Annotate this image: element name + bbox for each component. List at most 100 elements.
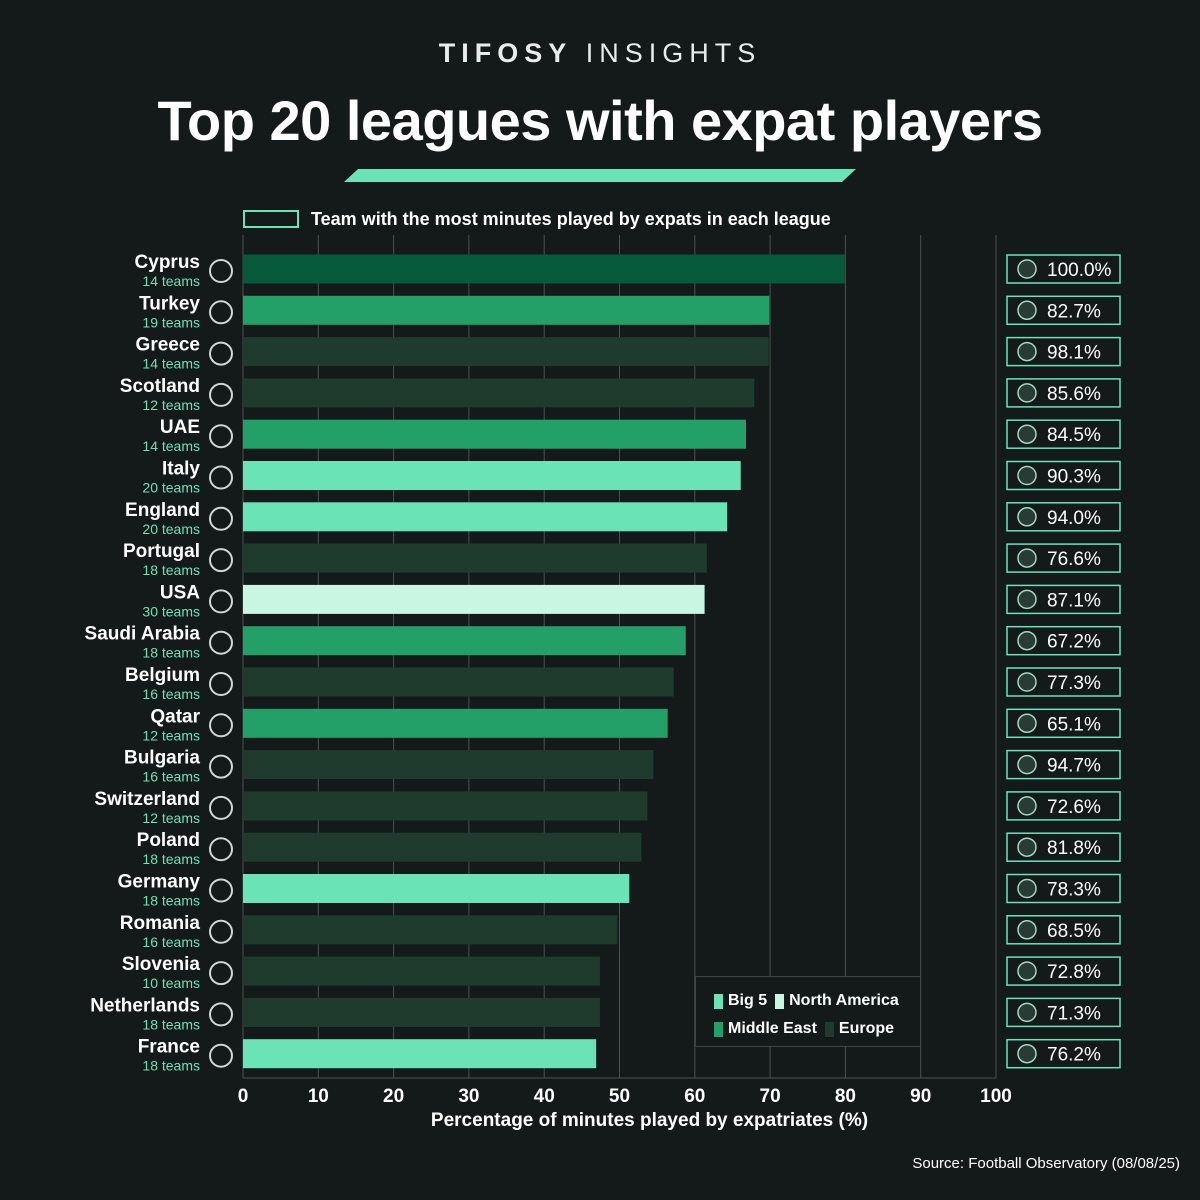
bar-romania [243,915,618,945]
team-pct-box [1006,295,1121,326]
team-crest-icon [1017,961,1037,981]
team-pct-box [1006,419,1121,449]
team-crest-icon [1017,672,1037,692]
teams-count-label: 20 teams [142,480,200,496]
category-label: Italy [162,459,200,480]
team-crest-icon [1017,589,1037,610]
team-pct-value: 90.3% [1047,467,1101,488]
brand-name: TIFOSY [438,38,573,68]
page-title: Top 20 leagues with expat players [157,89,1044,152]
league-logo-icon [209,424,233,449]
teams-count-label: 16 teams [142,769,200,785]
team-pct-box [1006,667,1121,697]
team-pct-box [1006,336,1121,367]
teams-count-label: 18 teams [142,851,200,867]
bar-belgium [243,667,674,697]
x-tick-label: 50 [609,1086,630,1107]
category-label: Germany [118,872,201,893]
bar-bulgaria [243,750,654,780]
teams-count-label: 16 teams [142,934,200,950]
team-crest-icon [1017,920,1037,940]
team-crest-icon [1017,630,1037,651]
legend-label: Big 5 [728,992,768,1009]
category-label: England [125,500,200,521]
team-pct-value: 72.6% [1047,797,1101,818]
teams-count-label: 18 teams [142,1016,200,1032]
legend-label: Europe [838,1020,895,1037]
title-underline [344,169,856,182]
category-label: Scotland [120,376,200,397]
team-pct-box [1006,254,1121,284]
legend-item-big5: Big 5 [714,992,767,1010]
team-pct-box [1006,460,1121,491]
x-tick-label: 20 [383,1086,404,1107]
teams-count-label: 12 teams [142,727,200,743]
x-tick-label: 10 [308,1086,329,1107]
team-pct-box [1006,378,1121,408]
team-pct-box [1006,1038,1121,1069]
team-crest-icon [1017,1043,1037,1064]
league-logo-icon [209,754,233,779]
brand-header: TIFOSY INSIGHTS [0,38,1200,69]
team-crest-icon [1017,754,1037,775]
x-tick-label: 70 [760,1086,781,1107]
x-axis-title: Percentage of minutes played by expatria… [431,1110,868,1131]
league-logo-icon [209,465,233,490]
team-pct-value: 94.7% [1047,756,1101,777]
team-pct-value: 85.6% [1047,384,1101,405]
teams-count-label: 30 teams [142,603,200,619]
highlight-caption: Team with the most minutes played by exp… [243,208,831,230]
category-label: Poland [137,830,200,851]
bar-cyprus [243,254,845,284]
caption-text: Team with the most minutes played by exp… [311,208,831,229]
team-crest-icon [1017,548,1037,568]
bar-netherlands [243,997,600,1027]
league-logo-icon [209,506,233,531]
teams-count-label: 12 teams [142,397,200,413]
team-pct-box [1006,832,1121,862]
teams-count-label: 18 teams [142,645,200,661]
team-pct-box [1006,708,1121,739]
team-pct-value: 100.0% [1047,260,1112,281]
league-logo-icon [209,1043,233,1068]
team-crest-icon [1017,424,1037,444]
league-logo-icon [209,300,233,325]
team-crest-icon [1017,383,1037,403]
legend-item-europe: Europe [824,1020,895,1038]
team-pct-value: 81.8% [1047,838,1101,859]
category-label: Portugal [123,541,200,562]
legend-swatch [775,993,785,1009]
category-label: UAE [160,417,200,438]
league-logo-icon [209,837,233,862]
team-pct-value: 82.7% [1047,301,1101,322]
category-label: France [138,1037,200,1058]
team-crest-icon [1017,713,1037,734]
league-logo-icon [209,919,233,944]
team-pct-box [1006,997,1121,1028]
team-pct-value: 98.1% [1047,343,1101,364]
team-crest-icon [1017,465,1037,486]
category-label: Qatar [150,706,200,727]
team-pct-value: 68.5% [1047,921,1101,942]
team-pct-box [1006,873,1121,904]
team-pct-box [1006,543,1121,573]
bar-switzerland [243,791,648,821]
bar-qatar [243,708,668,738]
league-logo-icon [209,961,233,986]
category-label: Netherlands [90,995,200,1016]
bar-scotland [243,378,755,408]
bar-england [243,502,728,532]
team-pct-value: 72.8% [1047,962,1101,983]
team-crest-icon [1017,837,1037,857]
bar-italy [243,461,741,490]
team-pct-box [1006,749,1121,780]
team-pct-value: 76.2% [1047,1045,1101,1066]
teams-count-label: 14 teams [142,356,200,372]
category-label: Switzerland [94,789,200,810]
league-logo-icon [209,1002,233,1027]
chart-legend: Big 5 North America Middle East Europe [695,976,921,1047]
teams-count-label: 20 teams [142,521,200,537]
team-pct-box [1006,915,1121,945]
league-logo-icon [209,878,233,903]
league-logo-icon [209,672,233,696]
